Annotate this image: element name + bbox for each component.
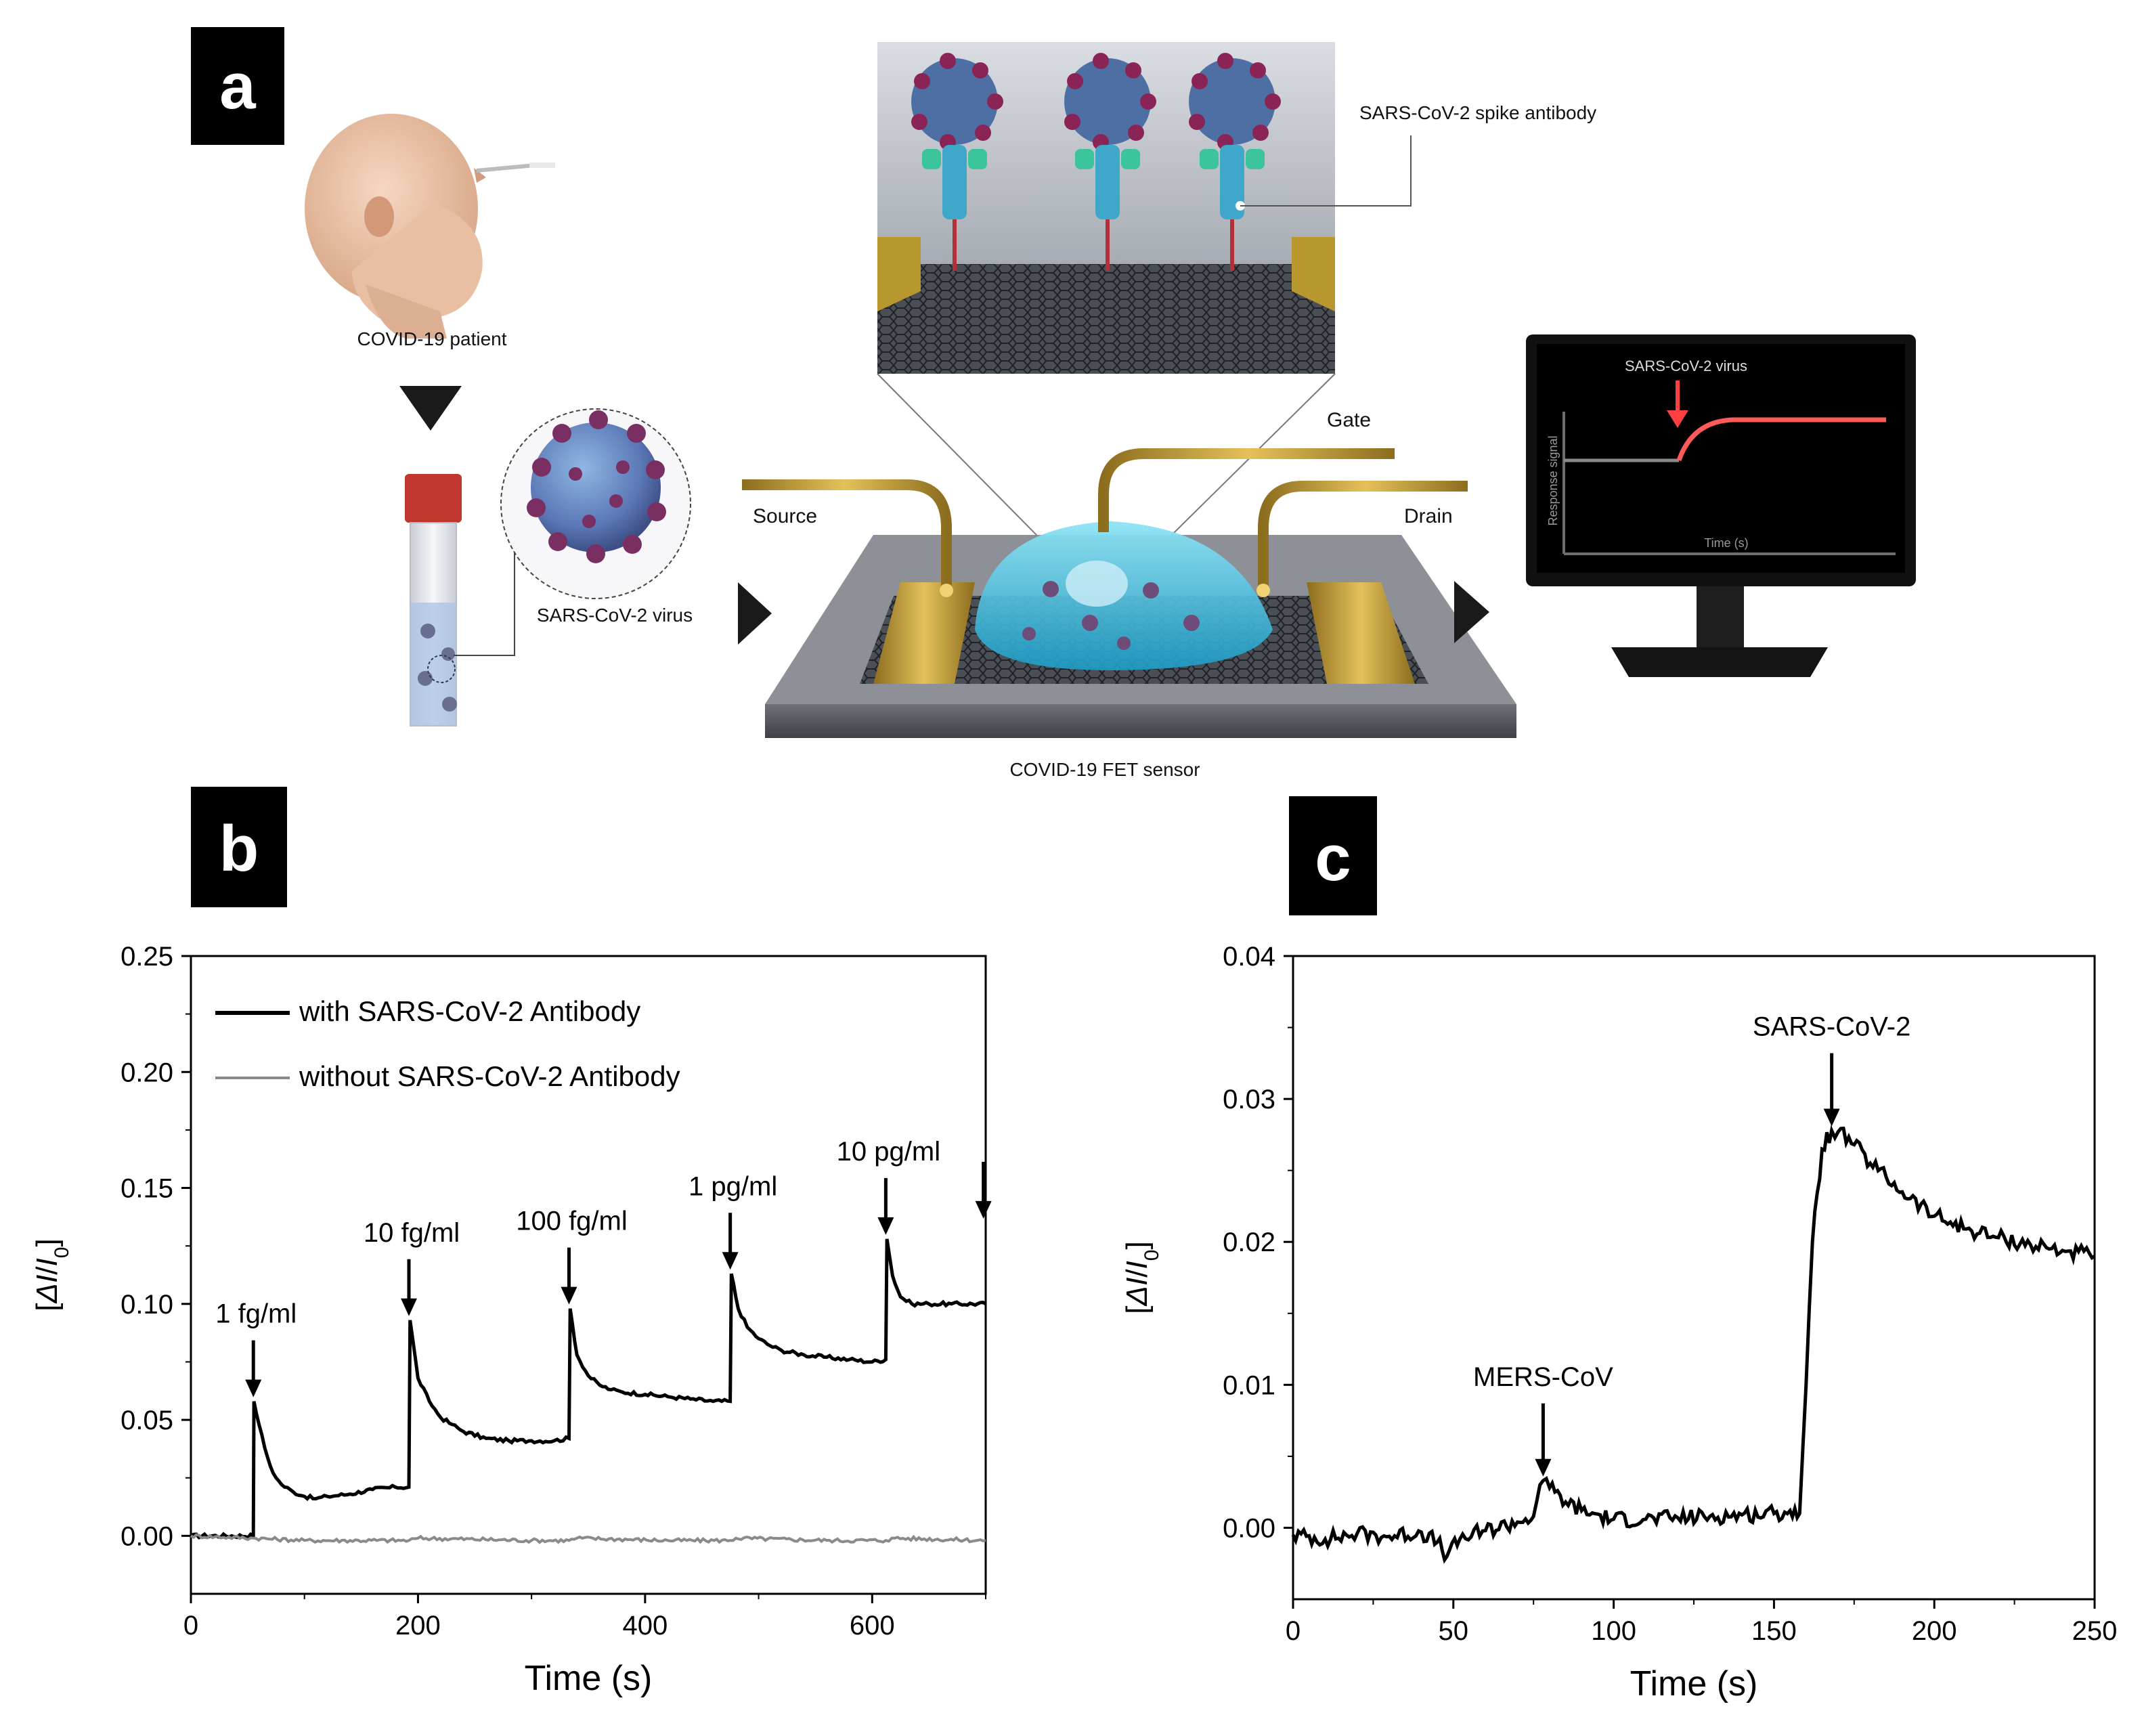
sensor-label: COVID-19 FET sensor	[1009, 759, 1200, 780]
monitor-signal-trace	[1676, 417, 1886, 462]
y-tick-label: 0.01	[1223, 1370, 1275, 1400]
x-tick-label: 400	[622, 1611, 668, 1641]
x-tick-label: 600	[850, 1611, 895, 1641]
source-wire	[742, 479, 952, 590]
patient-label: COVID-19 patient	[357, 328, 507, 349]
plot-frame	[1292, 955, 2096, 1601]
legend-label-0: with SARS-CoV-2 Antibody	[299, 995, 640, 1027]
panel-b-label-box: b	[191, 787, 287, 907]
y-axis-label: [ΔI/I0]	[30, 1238, 73, 1311]
antibody-label: SARS-CoV-2 spike antibody	[1359, 102, 1596, 123]
virus-zoom-circle	[500, 408, 691, 599]
annotation-arrowhead	[561, 1286, 577, 1305]
y-tick-label: 0.02	[1223, 1228, 1275, 1257]
y-tick-label: 0.20	[121, 1058, 173, 1087]
arrow-to-monitor-icon	[1454, 581, 1489, 643]
panel-c-label-box: c	[1289, 796, 1377, 915]
y-tick-label: 0.25	[121, 942, 173, 972]
antibody-callout-line	[1240, 135, 1412, 207]
y-tick-label: 0.15	[121, 1174, 173, 1204]
arrow-to-sensor-icon	[738, 582, 772, 645]
y-tick-label: 0.03	[1223, 1085, 1275, 1114]
x-tick-label: 200	[395, 1611, 441, 1641]
panel-a: a COVID-19 patient	[191, 27, 1916, 780]
x-tick-label: 100	[1591, 1616, 1636, 1646]
series-line-0	[190, 1238, 987, 1540]
chart-c: 0 50 100 150 200 250 0.00 0.01 0.02 0.03 0.04 Time …	[1120, 942, 2117, 1704]
antibody-inset-image	[877, 42, 1335, 374]
x-axis-label: Time (s)	[525, 1659, 653, 1698]
annotation-label: SARS-CoV-2	[1753, 1012, 1910, 1042]
x-tick-label: 50	[1439, 1616, 1469, 1646]
y-tick-label: 0.05	[121, 1406, 173, 1435]
panel-a-label: a	[219, 50, 256, 123]
plot-frame	[190, 955, 987, 1595]
annotation-label: 10 pg/ml	[837, 1137, 940, 1167]
annotation-arrowhead	[401, 1298, 418, 1316]
x-tick-label: 0	[183, 1611, 198, 1641]
y-tick-label: 0.04	[1223, 942, 1275, 972]
monitor-marker-label: SARS-CoV-2 virus	[1625, 357, 1747, 374]
panel-c-label: c	[1315, 822, 1351, 894]
annotation-arrowhead	[877, 1217, 894, 1235]
annotation-label: MERS-CoV	[1473, 1362, 1613, 1392]
drain-label: Drain	[1404, 505, 1453, 527]
legend-label-1: without SARS-CoV-2 Antibody	[299, 1060, 680, 1092]
annotation-label: 1 fg/ml	[215, 1299, 297, 1329]
y-tick-label: 0.10	[121, 1290, 173, 1320]
annotation-arrowhead	[1535, 1458, 1552, 1477]
x-tick-label: 0	[1286, 1616, 1300, 1646]
x-tick-label: 200	[1912, 1616, 1957, 1646]
annotation-label: 1 pg/ml	[688, 1171, 777, 1201]
gate-label: Gate	[1327, 409, 1371, 431]
panel-a-label-box: a	[191, 27, 284, 145]
monitor-y-label: Response signal	[1546, 435, 1560, 525]
annotation-arrowhead	[722, 1252, 739, 1270]
series-line-0	[1291, 1125, 2096, 1564]
annotation-arrowhead	[975, 1200, 992, 1219]
y-tick-label: 0.00	[1223, 1513, 1275, 1543]
panel-c: c 0 50 100 150 200 250 0.00 0.01 0.02 0.03 0.04 Tim…	[1120, 796, 2117, 1704]
x-tick-label: 150	[1751, 1616, 1797, 1646]
x-tick-label: 250	[2072, 1616, 2118, 1646]
monitor-x-label: Time (s)	[1704, 536, 1748, 550]
down-arrow-icon	[399, 386, 462, 431]
annotation-label: 100 fg/ml	[516, 1207, 628, 1236]
annotation-arrowhead	[1823, 1108, 1840, 1127]
patient-head-illustration	[305, 114, 555, 339]
series-line-1	[190, 1533, 986, 1544]
sample-tube	[405, 474, 462, 726]
x-axis-label: Time (s)	[1630, 1664, 1758, 1704]
source-label: Source	[753, 505, 817, 527]
gate-wire	[1098, 448, 1395, 532]
panel-b: b 0 200 400 600 0.00 0.05 0.10 0.15 0.20 0.25 Time…	[30, 787, 992, 1698]
annotation-label: 10 fg/ml	[364, 1218, 460, 1248]
panel-b-label: b	[219, 812, 259, 885]
drain-wire	[1258, 481, 1468, 590]
chart-b: 0 200 400 600 0.00 0.05 0.10 0.15 0.20 0.25 Time (…	[30, 942, 992, 1698]
virus-label: SARS-CoV-2 virus	[537, 605, 693, 626]
antibody-structures	[911, 53, 1281, 271]
fet-sensor-device	[742, 448, 1516, 738]
y-tick-label: 0.00	[121, 1521, 173, 1551]
monitor-display: SARS-CoV-2 virus Response signal Time (s…	[1526, 334, 1916, 677]
annotation-arrowhead	[245, 1379, 262, 1397]
y-axis-label: [ΔI/I0]	[1120, 1241, 1163, 1314]
